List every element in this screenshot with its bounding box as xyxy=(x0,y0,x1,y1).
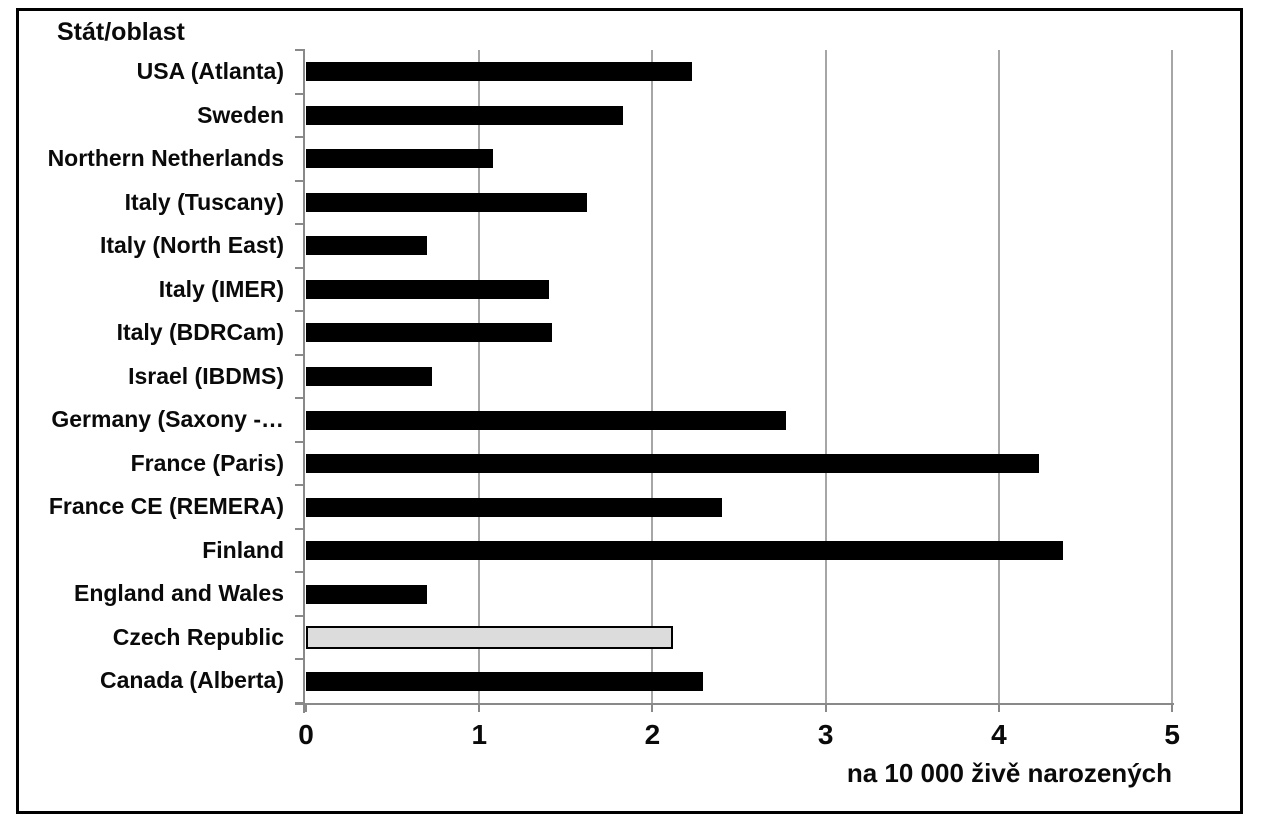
value-axis-line xyxy=(295,703,1174,705)
category-label-france-paris: France (Paris) xyxy=(130,449,284,476)
value-tick-label-0: 0 xyxy=(298,719,314,750)
bar-northern-netherlands xyxy=(306,149,494,169)
category-label-sweden: Sweden xyxy=(197,101,284,128)
value-tick-label-3: 3 xyxy=(817,719,834,750)
bar-finland xyxy=(306,541,1064,561)
value-axis-tick-1 xyxy=(478,703,481,712)
category-label-canada-alberta: Canada (Alberta) xyxy=(99,667,284,694)
bar-france-paris xyxy=(306,454,1039,474)
category-label-israel-ibdms: Israel (IBDMS) xyxy=(128,362,284,389)
category-label-france-ce-remera: France CE (REMERA) xyxy=(48,493,284,520)
bar-sweden xyxy=(306,105,624,125)
gridline-4 xyxy=(997,50,1000,703)
value-tick-label-4: 4 xyxy=(991,719,1007,750)
category-label-germany-saxony: Germany (Saxony -… xyxy=(51,406,284,433)
category-label-italy-north-east: Italy (North East) xyxy=(99,232,284,259)
category-axis-tick xyxy=(295,614,305,617)
gridline-5 xyxy=(1171,50,1174,703)
category-label-italy-bdrcam: Italy (BDRCam) xyxy=(116,319,284,346)
value-axis-tick-2 xyxy=(651,703,654,712)
bar-israel-ibdms xyxy=(306,367,433,386)
category-axis-tick xyxy=(295,266,305,269)
category-axis-tick xyxy=(295,353,305,356)
bar-italy-bdrcam xyxy=(306,323,552,343)
category-axis-tick xyxy=(295,136,305,139)
category-axis-tick xyxy=(295,658,305,661)
category-axis-tick xyxy=(295,179,305,182)
bar-italy-north-east xyxy=(306,236,428,256)
category-label-finland: Finland xyxy=(202,536,284,563)
category-axis-tick xyxy=(295,571,305,574)
category-axis-tick xyxy=(295,49,305,51)
value-axis-tick-3 xyxy=(824,703,827,712)
category-axis-tick xyxy=(295,397,305,400)
bar-italy-imer xyxy=(306,279,549,299)
category-label-italy-imer: Italy (IMER) xyxy=(158,275,284,302)
category-axis-tick xyxy=(295,92,305,95)
value-tick-label-1: 1 xyxy=(471,719,488,750)
category-label-italy-tuscany: Italy (Tuscany) xyxy=(124,188,284,215)
category-axis-line xyxy=(303,50,305,713)
category-axis-tick xyxy=(295,310,305,313)
value-axis-tick-0 xyxy=(305,703,307,712)
bar-canada-alberta xyxy=(306,671,703,691)
category-axis-tick xyxy=(295,440,305,443)
category-axis-tick xyxy=(295,223,305,226)
gridline-3 xyxy=(824,50,827,703)
bar-usa-atlanta xyxy=(306,62,693,82)
category-label-england-and-wales: England and Wales xyxy=(73,580,284,607)
bar-italy-tuscany xyxy=(306,192,587,212)
bar-france-ce-remera xyxy=(306,497,722,517)
value-axis-tick-4 xyxy=(997,703,1000,712)
category-axis-title: Stát/oblast xyxy=(57,18,185,46)
value-tick-label-2: 2 xyxy=(644,719,661,750)
bar-england-and-wales xyxy=(306,584,428,604)
bar-czech-republic xyxy=(306,626,674,650)
category-label-northern-netherlands: Northern Netherlands xyxy=(47,145,284,172)
category-axis-tick xyxy=(295,527,305,530)
value-tick-label-5: 5 xyxy=(1164,719,1180,750)
category-axis-tick xyxy=(295,484,305,487)
category-label-usa-atlanta: USA (Atlanta) xyxy=(136,58,284,84)
category-label-czech-republic: Czech Republic xyxy=(112,623,284,650)
bar-germany-saxony xyxy=(306,410,786,430)
value-axis-title: na 10 000 živě narozených xyxy=(846,758,1172,788)
gridline-2 xyxy=(651,50,654,703)
value-axis-tick-5 xyxy=(1171,703,1174,712)
gridline-1 xyxy=(478,50,481,703)
